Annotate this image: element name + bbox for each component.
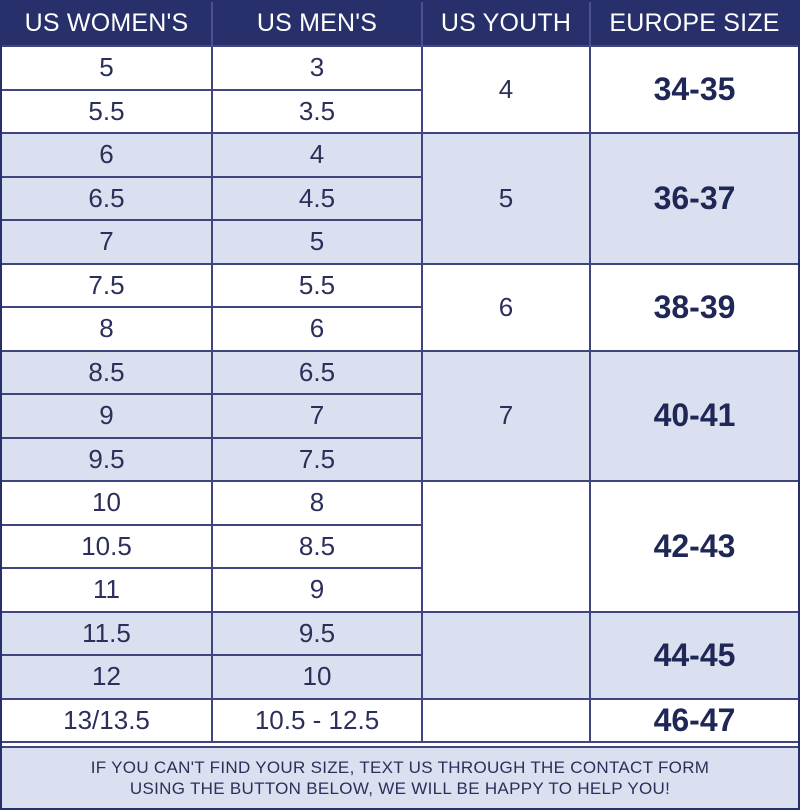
us-womens-cell: 11.5 — [2, 610, 213, 656]
europe-size-cell: 38-39 — [589, 262, 798, 352]
europe-size-cell: 34-35 — [589, 45, 798, 134]
size-table-body: 5 3 4 34-35 5.5 3.5 6 4 5 36-37 6.5 4.5 7 5 7.5 5.5 6 38-… — [2, 45, 798, 743]
us-womens-cell: 13/13.5 — [2, 697, 213, 743]
us-womens-cell: 8 — [2, 306, 213, 352]
europe-size-cell: 36-37 — [589, 132, 798, 265]
us-mens-cell: 10.5 - 12.5 — [211, 697, 423, 743]
us-womens-cell: 10 — [2, 480, 213, 526]
table-row: 10 8 42-43 — [2, 480, 798, 613]
table-row: 7.5 5.5 6 38-39 — [2, 262, 798, 352]
us-womens-cell: 8.5 — [2, 349, 213, 395]
table-row: 12 10 — [2, 654, 798, 700]
header-us-mens: US MEN'S — [212, 2, 423, 46]
table-row: 6 4 5 36-37 — [2, 132, 798, 265]
footnote-line-2: USING THE BUTTON BELOW, WE WILL BE HAPPY… — [129, 779, 671, 798]
header-us-youth: US YOUTH — [422, 2, 591, 46]
europe-size-cell: 42-43 — [589, 480, 798, 613]
us-mens-cell: 4 — [211, 132, 423, 178]
us-mens-cell: 6 — [211, 306, 422, 352]
us-womens-cell: 5 — [2, 45, 213, 91]
europe-size-cell: 44-45 — [589, 610, 798, 700]
table-row: 10.5 8.5 — [2, 523, 798, 569]
us-mens-cell: 5 — [211, 219, 422, 265]
us-womens-cell: 9.5 — [2, 436, 213, 482]
table-row: 9.5 7.5 — [2, 436, 798, 482]
us-womens-cell: 5.5 — [2, 88, 213, 134]
us-youth-cell: 5 — [421, 132, 591, 265]
us-womens-cell: 6 — [2, 132, 213, 178]
us-mens-cell: 7.5 — [211, 436, 422, 482]
table-row: 13/13.5 10.5 - 12.5 46-47 — [2, 697, 798, 743]
table-row: 8.5 6.5 7 40-41 — [2, 349, 798, 482]
us-womens-cell: 10.5 — [2, 523, 213, 569]
us-womens-cell: 11 — [2, 567, 213, 613]
europe-size-cell: 46-47 — [589, 697, 798, 743]
us-mens-cell: 3.5 — [211, 88, 422, 134]
us-mens-cell: 9 — [211, 567, 422, 613]
us-mens-cell: 10 — [211, 654, 422, 700]
us-mens-cell: 7 — [211, 393, 422, 439]
table-row: 5 3 4 34-35 — [2, 45, 798, 134]
table-row: 5.5 3.5 — [2, 88, 798, 134]
us-youth-cell — [421, 610, 591, 700]
us-womens-cell: 12 — [2, 654, 213, 700]
europe-size-cell: 40-41 — [589, 349, 798, 482]
size-table: US WOMEN'S US MEN'S US YOUTH EUROPE SIZE… — [2, 2, 798, 743]
us-youth-cell: 7 — [421, 349, 591, 482]
help-footnote: IF YOU CAN'T FIND YOUR SIZE, TEXT US THR… — [2, 746, 798, 808]
us-mens-cell: 5.5 — [211, 262, 423, 308]
us-womens-cell: 7.5 — [2, 262, 213, 308]
us-mens-cell: 4.5 — [211, 175, 422, 221]
us-youth-cell: 4 — [421, 45, 591, 134]
us-womens-cell: 6.5 — [2, 175, 213, 221]
us-mens-cell: 8.5 — [211, 523, 422, 569]
header-us-womens: US WOMEN'S — [2, 2, 213, 46]
table-row: 6.5 4.5 — [2, 175, 798, 221]
us-youth-cell — [421, 480, 591, 613]
us-womens-cell: 7 — [2, 219, 213, 265]
us-youth-cell — [421, 697, 591, 743]
table-row: 11.5 9.5 44-45 — [2, 610, 798, 700]
footnote-line-1: IF YOU CAN'T FIND YOUR SIZE, TEXT US THR… — [90, 758, 710, 777]
header-row: US WOMEN'S US MEN'S US YOUTH EUROPE SIZE — [2, 2, 798, 46]
us-mens-cell: 9.5 — [211, 610, 423, 656]
header-europe-size: EUROPE SIZE — [590, 2, 798, 46]
us-mens-cell: 3 — [211, 45, 423, 91]
us-mens-cell: 8 — [211, 480, 423, 526]
us-youth-cell: 6 — [421, 262, 591, 352]
us-mens-cell: 6.5 — [211, 349, 423, 395]
us-womens-cell: 9 — [2, 393, 213, 439]
table-row: 11 9 — [2, 567, 798, 613]
